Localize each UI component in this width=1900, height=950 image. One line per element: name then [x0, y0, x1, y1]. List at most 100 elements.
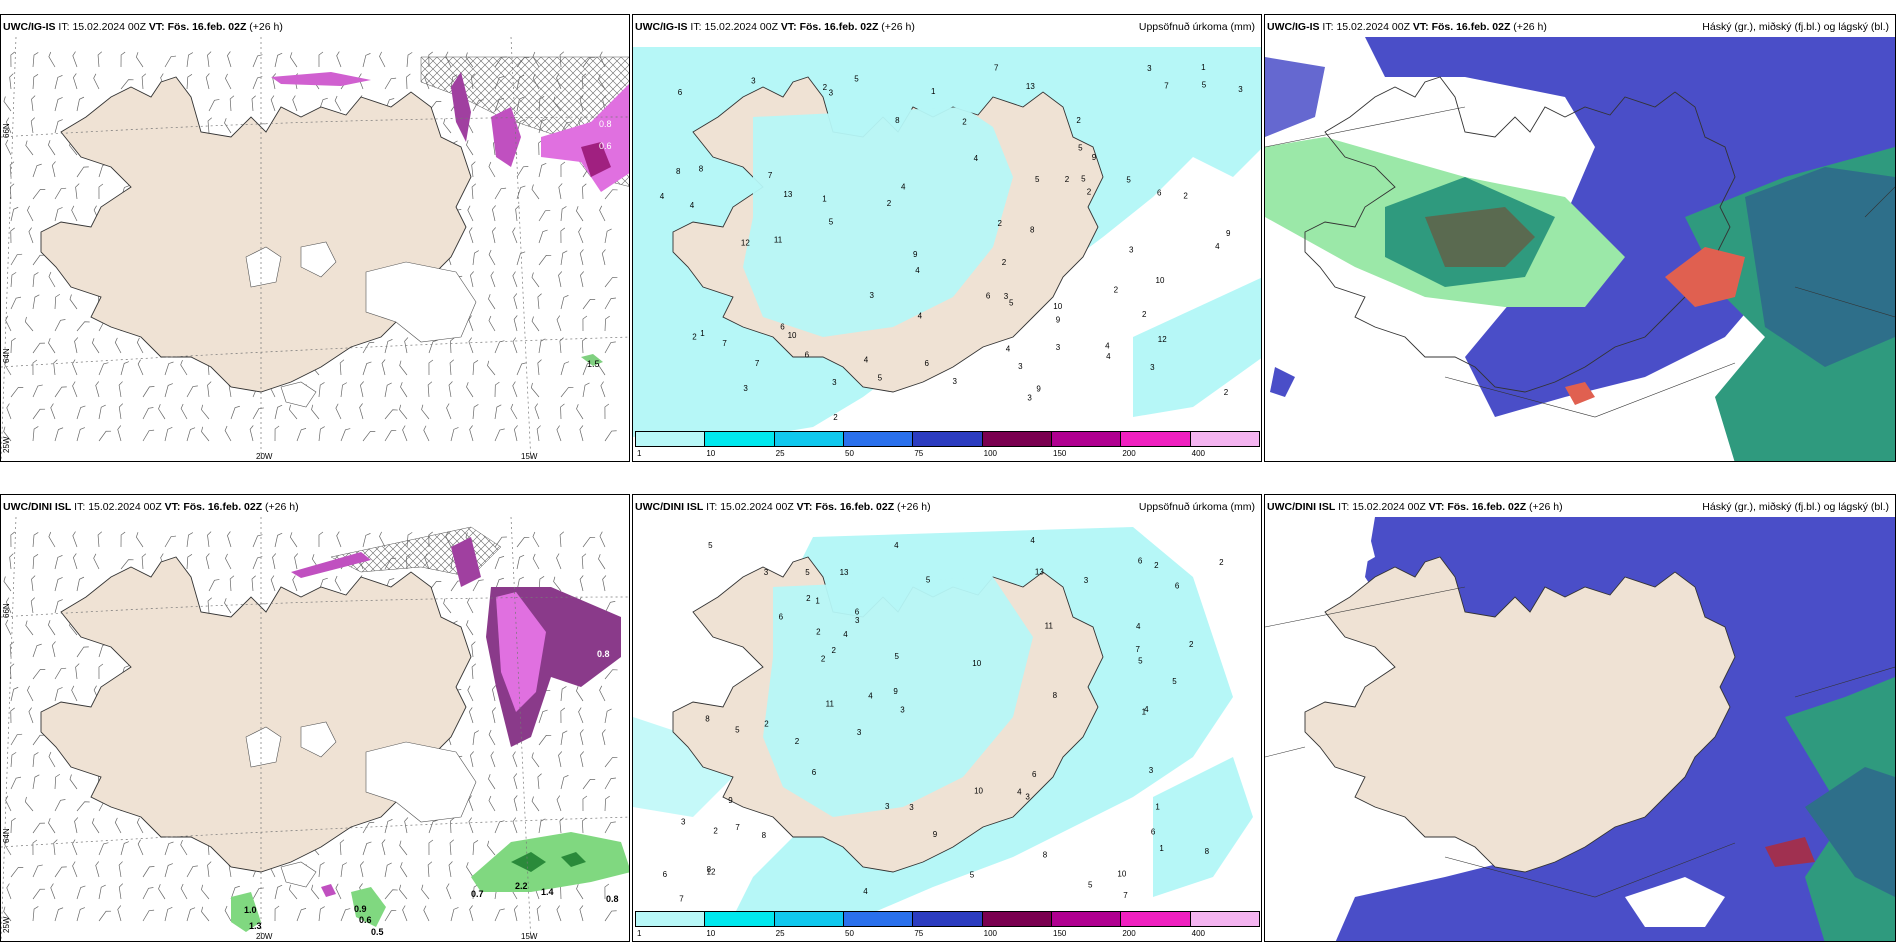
wind-barb — [32, 643, 42, 658]
lon-label-15w: 15W — [521, 452, 538, 461]
wind-barb — [32, 532, 39, 548]
precip-value: 3 — [764, 568, 769, 577]
wind-barb — [446, 883, 452, 900]
wind-barb — [581, 553, 587, 570]
wind-barb — [71, 685, 78, 702]
glaciers — [245, 241, 477, 408]
wind-barb — [406, 52, 413, 68]
wind-barb — [114, 337, 122, 354]
wind-barb — [54, 187, 67, 200]
precip-value: 8 — [762, 831, 767, 840]
wind-barb — [531, 316, 540, 332]
wind-barb — [9, 553, 14, 570]
colorbar-label: 1 — [637, 449, 642, 458]
wind-barb — [186, 427, 196, 442]
wind-barb — [142, 386, 155, 398]
wind-barb — [604, 708, 612, 724]
precip-value: 4 — [1136, 622, 1141, 631]
wind-barb — [556, 553, 562, 570]
wind-barb — [186, 385, 198, 398]
wind-barb — [54, 319, 66, 332]
wind-barb — [201, 404, 210, 420]
wind-barb — [450, 337, 455, 354]
wind-barb — [93, 73, 100, 90]
panel-subtitle: Háský (gr.), miðský (fj.bl.) og lágský (… — [1702, 21, 1889, 33]
wind-barb — [201, 426, 210, 442]
map-panel-ig-clouds: UWC/IG-IS IT: 15.02.2024 00Z VT: Fös. 16… — [1264, 14, 1896, 462]
wind-barb — [97, 51, 103, 68]
it-value: 15.02.2024 00Z — [704, 21, 778, 33]
wind-barb — [32, 359, 38, 376]
wind-barb — [224, 425, 232, 442]
wind-barb — [95, 861, 100, 878]
wind-barb — [538, 255, 552, 266]
wind-barb — [512, 751, 518, 768]
wind-barb — [230, 405, 240, 420]
wind-barb — [98, 842, 109, 856]
wind-barb — [48, 818, 56, 834]
wind-barb — [9, 641, 15, 658]
wind-barb — [224, 598, 232, 614]
wind-barb — [599, 685, 606, 702]
wind-barb — [318, 426, 325, 442]
wind-barb — [225, 553, 232, 570]
colorbar-label: 25 — [775, 449, 785, 458]
wind-barb — [538, 229, 548, 244]
wind-barb — [494, 404, 502, 420]
wind-barb — [164, 841, 174, 856]
wind-barb — [576, 884, 584, 900]
colorbar-swatch — [773, 911, 844, 927]
precip-value: 13 — [1035, 568, 1044, 577]
wind-barb — [488, 249, 496, 266]
wind-barb — [98, 404, 106, 420]
wind-barb — [74, 337, 79, 354]
precip-value: 4 — [915, 266, 920, 275]
precip-value: 8 — [676, 167, 681, 176]
colorbar-swatch — [1051, 431, 1122, 447]
wind-barb — [120, 361, 129, 376]
wind-barb — [292, 95, 298, 112]
wind-barb — [334, 575, 342, 592]
wind-barb — [3, 96, 12, 112]
precip-value: 2 — [823, 83, 828, 92]
precip-label: 0.5 — [371, 927, 384, 937]
wind-barb — [3, 576, 12, 592]
wind-barb — [359, 403, 364, 420]
wind-barb — [10, 686, 19, 702]
map-panel-ig-wind: UWC/IG-IS IT: 15.02.2024 00Z VT: Fös. 16… — [0, 14, 630, 462]
wind-barb — [76, 576, 85, 592]
precip-value: 4 — [1215, 242, 1220, 251]
precip-value: 2 — [1189, 640, 1194, 649]
precip-value: 6 — [1175, 581, 1180, 590]
colorbar-label: 10 — [706, 449, 716, 458]
wind-barb — [560, 730, 568, 746]
precip-value: 6 — [855, 607, 860, 616]
precip-value: 6 — [1157, 188, 1162, 197]
wind-barb — [404, 817, 409, 834]
precip-value: 3 — [1027, 394, 1032, 403]
colorbar-label: 100 — [983, 449, 998, 458]
wind-barb — [449, 839, 455, 856]
wind-barb — [335, 403, 342, 420]
wind-barb — [32, 342, 45, 354]
wind-barb — [186, 52, 194, 68]
precip-value: 1 — [700, 329, 705, 338]
wind-barb — [471, 161, 476, 178]
wind-barb — [448, 861, 453, 878]
precip-value: 4 — [1105, 342, 1110, 351]
precip-value: 3 — [1149, 766, 1154, 775]
precip-value: 2 — [1065, 175, 1070, 184]
wind-barb — [98, 430, 112, 442]
precip-value: 6 — [986, 292, 991, 301]
precip-value: 5 — [1081, 175, 1086, 184]
wind-barb — [32, 74, 39, 90]
wind-barb — [494, 340, 505, 354]
wind-barb — [98, 362, 109, 376]
wind-barb — [32, 384, 43, 398]
wind-barb — [31, 95, 36, 112]
precip-value: 5 — [735, 726, 740, 735]
wind-barb — [468, 795, 474, 812]
wind-barb — [208, 99, 220, 112]
precip-value: 7 — [722, 339, 727, 348]
vt-label: VT: — [148, 21, 165, 33]
